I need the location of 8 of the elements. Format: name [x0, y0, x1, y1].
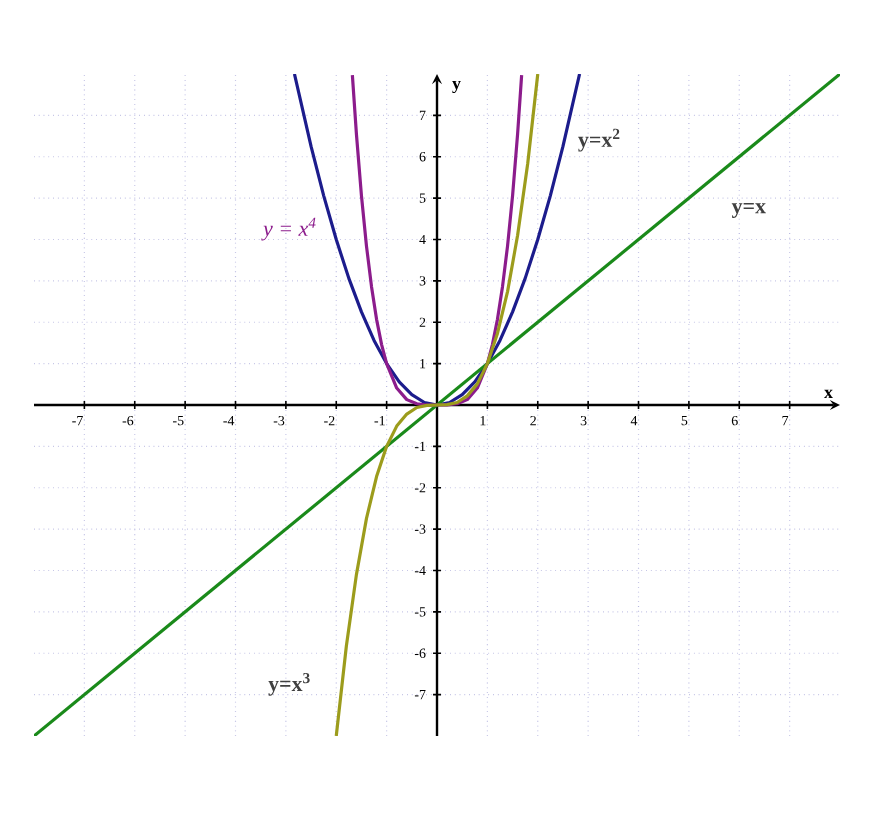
line-series — [292, 73, 582, 407]
x-axis-title: x — [824, 389, 833, 398]
y-axis-title: y — [452, 81, 461, 94]
series-label: y=x$^{2}$ — [578, 128, 620, 152]
series-label: y=x — [731, 203, 766, 218]
series-label: y=x$^{3}$ — [268, 672, 310, 696]
line-series — [334, 73, 540, 736]
text: y = x$^{4}$ — [261, 217, 316, 241]
